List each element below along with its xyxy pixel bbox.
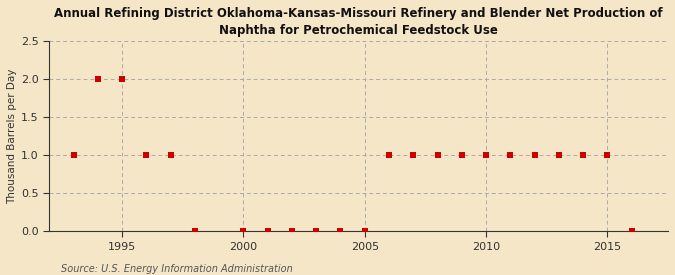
Point	[578, 153, 589, 157]
Point	[335, 229, 346, 233]
Point	[190, 229, 200, 233]
Point	[286, 229, 297, 233]
Point	[68, 153, 79, 157]
Point	[238, 229, 249, 233]
Point	[310, 229, 321, 233]
Y-axis label: Thousand Barrels per Day: Thousand Barrels per Day	[7, 68, 17, 204]
Point	[165, 153, 176, 157]
Point	[626, 229, 637, 233]
Point	[408, 153, 418, 157]
Text: Source: U.S. Energy Information Administration: Source: U.S. Energy Information Administ…	[61, 264, 292, 274]
Point	[505, 153, 516, 157]
Point	[529, 153, 540, 157]
Point	[383, 153, 394, 157]
Title: Annual Refining District Oklahoma-Kansas-Missouri Refinery and Blender Net Produ: Annual Refining District Oklahoma-Kansas…	[55, 7, 663, 37]
Point	[263, 229, 273, 233]
Point	[456, 153, 467, 157]
Point	[117, 77, 128, 81]
Point	[92, 77, 103, 81]
Point	[141, 153, 152, 157]
Point	[481, 153, 491, 157]
Point	[359, 229, 370, 233]
Point	[554, 153, 564, 157]
Point	[602, 153, 613, 157]
Point	[432, 153, 443, 157]
